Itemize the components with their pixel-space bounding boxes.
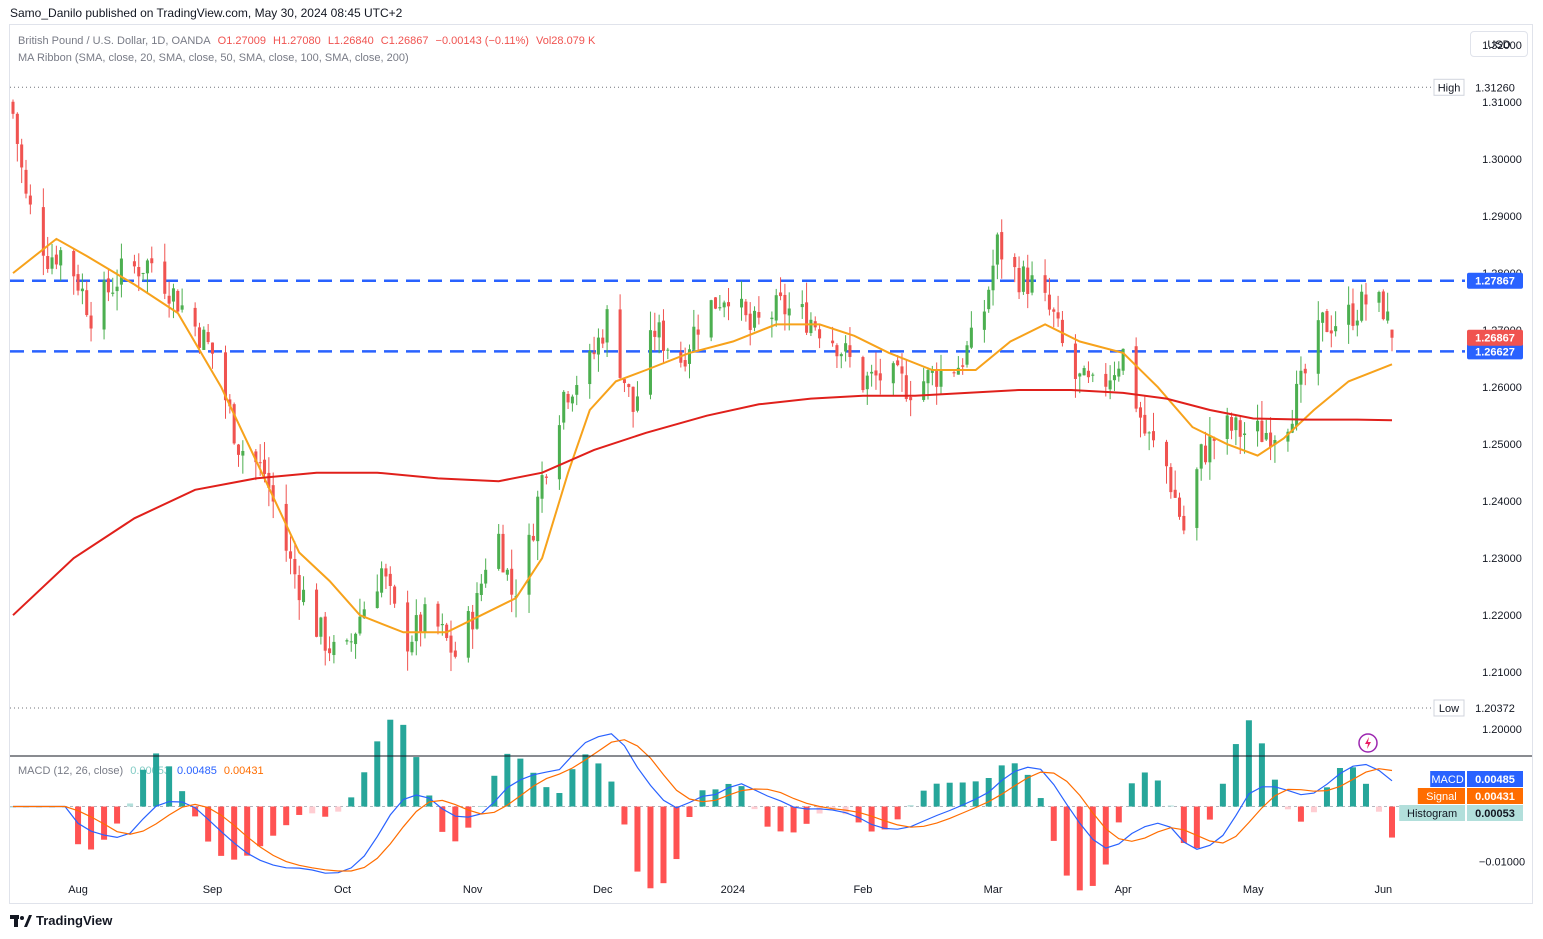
chart-frame [9,24,1533,904]
macd-line-value: 0.00485 [177,765,217,777]
low-value: L1.26840 [327,35,374,47]
footer: TradingView [10,913,112,928]
macd-signal-value: 0.00431 [223,765,264,777]
tradingview-logo-icon[interactable] [10,914,32,927]
macd-hist-value: 0.00053 [130,765,170,777]
macd-title: MACD (12, 26, close) [18,765,124,777]
volume-value: Vol28.079 K [535,35,596,47]
high-value: H1.27080 [273,35,321,47]
ma-ribbon-legend[interactable]: MA Ribbon (SMA, close, 20, SMA, close, 5… [18,52,409,64]
open-value: O1.27009 [217,35,266,47]
footer-brand[interactable]: TradingView [36,913,113,928]
symbol-name[interactable]: British Pound / U.S. Dollar, 1D, OANDA [18,35,211,47]
change-value: −0.00143 (−0.11%) [435,35,529,47]
currency-button[interactable]: USD [1470,31,1528,57]
macd-legend[interactable]: MACD (12, 26, close) 0.00053 0.00485 0.0… [18,765,268,777]
close-value: C1.26867 [380,35,429,47]
published-by: Samo_Danilo published on TradingView.com… [10,6,403,20]
symbol-legend: British Pound / U.S. Dollar, 1D, OANDA O… [18,35,599,47]
